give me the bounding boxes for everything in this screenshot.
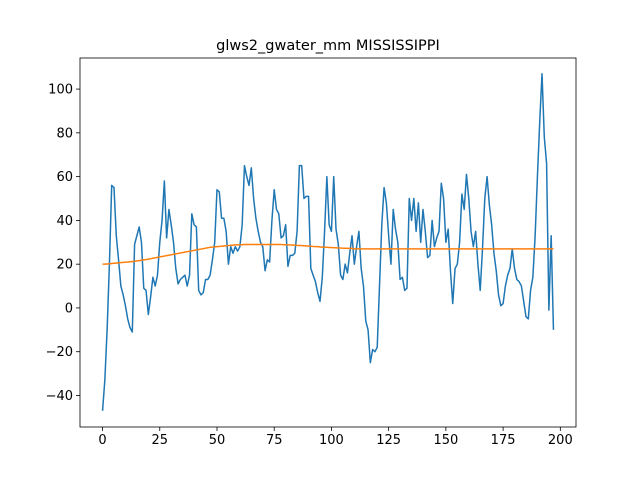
- x-tick-label: 100: [319, 433, 344, 448]
- x-tick-label: 125: [376, 433, 401, 448]
- chart-title: glws2_gwater_mm MISSISSIPPI: [216, 38, 440, 54]
- x-tick-label: 150: [433, 433, 458, 448]
- axes-frame: [79, 57, 577, 428]
- y-tick-label: 80: [56, 126, 73, 141]
- x-tick-label: 175: [491, 433, 516, 448]
- x-tick-label: 50: [209, 433, 226, 448]
- x-tick-label: 200: [548, 433, 573, 448]
- x-tick-label: 0: [98, 433, 106, 448]
- data-line: [102, 243, 554, 265]
- y-tick-label: 0: [65, 301, 73, 316]
- y-tick-label: −40: [46, 389, 73, 404]
- x-tick-label: 25: [151, 433, 168, 448]
- y-tick-label: 60: [56, 170, 73, 185]
- x-tick-label: 75: [266, 433, 283, 448]
- y-tick-label: 100: [48, 83, 73, 98]
- y-tick-label: 20: [56, 258, 73, 273]
- data-line: [101, 73, 555, 411]
- y-tick-label: −20: [46, 345, 73, 360]
- y-tick-label: 40: [56, 214, 73, 229]
